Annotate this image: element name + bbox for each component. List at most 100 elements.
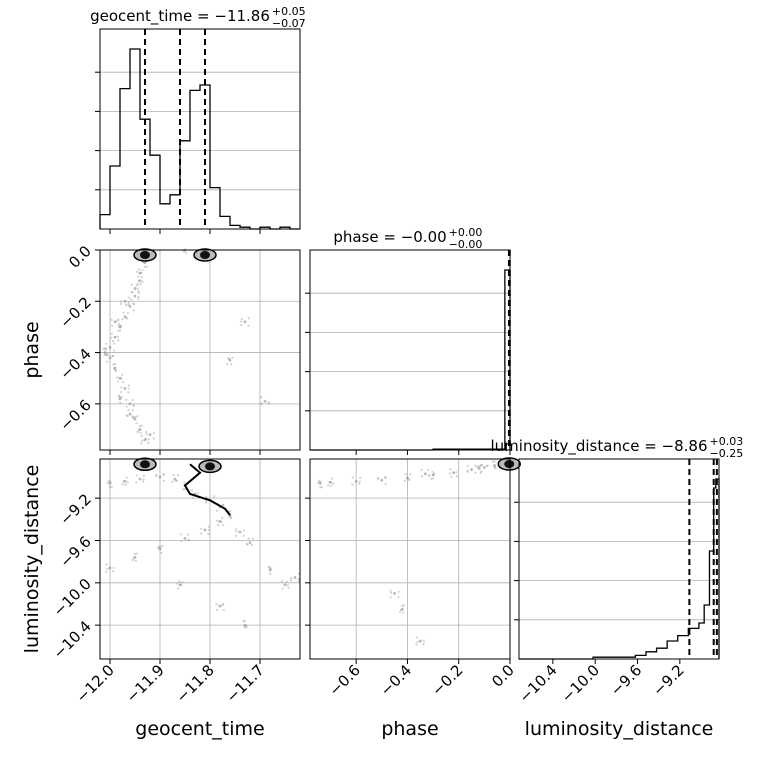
sample-point-geocent_time-luminosity_distance-23-2 [177,588,179,590]
sample-point-geocent_time-luminosity_distance-8-3 [222,504,224,506]
sample-point-geocent_time-phase-16-1 [153,437,155,439]
sample-point-geocent_time-phase-20-4 [128,302,130,304]
xtick-label-phase-3: 0.0 [488,661,518,691]
sample-point-phase-luminosity_distance-8-3 [487,465,489,467]
sample-point-geocent_time-phase-3-4 [133,303,135,305]
sample-point-phase-luminosity_distance-2-2 [359,481,361,483]
sample-point-geocent_time-phase-16-2 [145,431,147,433]
sample-point-phase-luminosity_distance-3-2 [385,483,387,485]
sample-point-geocent_time-phase-4-2 [126,317,128,319]
sample-point-geocent_time-phase-5-3 [119,329,121,331]
sample-point-geocent_time-luminosity_distance-20-3 [290,579,292,581]
sample-point-geocent_time-phase-26-4 [226,363,228,365]
sample-point-phase-luminosity_distance-2-1 [351,483,353,485]
sample-point-phase-luminosity_distance-2-3 [352,476,354,478]
sample-point-phase-luminosity_distance-14-0 [399,611,401,613]
sample-point-geocent_time-luminosity_distance-22-4 [246,625,248,627]
ytick-label-phase-0: −0.6 [56,396,94,434]
sample-point-geocent_time-phase-26-2 [227,357,229,359]
sample-point-phase-luminosity_distance-15-3 [422,643,424,645]
sample-point-geocent_time-phase-11 [124,387,127,390]
ytick-label-luminosity_distance-2: −9.6 [56,533,94,571]
sample-point-geocent_time-luminosity_distance-10-2 [221,517,223,519]
sample-point-geocent_time-luminosity_distance-23-0 [176,583,178,585]
sample-point-geocent_time-luminosity_distance-16 [239,531,242,534]
sample-point-geocent_time-phase-9-4 [112,363,114,365]
ytick-label-phase-1: −0.4 [56,345,94,383]
sample-point-geocent_time-luminosity_distance-6-3 [197,492,199,494]
sample-point-geocent_time-phase-17-4 [126,414,128,416]
sample-point-geocent_time-luminosity_distance-2-0 [143,475,145,477]
sample-point-phase-luminosity_distance-12-0 [427,469,429,471]
sample-point-geocent_time-luminosity_distance-15-1 [113,567,115,569]
sample-point-geocent_time-phase-2-2 [138,296,140,298]
sample-point-phase-luminosity_distance-16-3 [398,591,400,593]
sample-point-geocent_time-phase-7 [109,346,112,349]
xaxis-label-luminosity_distance: luminosity_distance [525,718,714,740]
panel-frame-phase [310,250,510,450]
sample-point-geocent_time-luminosity_distance-21-4 [223,609,225,611]
sample-point-geocent_time-phase-6-0 [110,337,112,339]
sample-point-geocent_time-luminosity_distance-14-2 [133,557,135,559]
sample-point-geocent_time-luminosity_distance-22-3 [242,620,244,622]
sample-point-phase-luminosity_distance-16 [393,592,396,595]
sample-point-geocent_time-luminosity_distance-17-3 [252,538,254,540]
sample-point-geocent_time-phase-15-0 [140,442,142,444]
sample-point-phase-luminosity_distance-7-1 [474,472,476,474]
title-minus-geocent_time: −0.07 [272,17,306,30]
sample-point-phase-luminosity_distance-15-4 [416,641,418,643]
sample-point-geocent_time-luminosity_distance-13-2 [160,552,162,554]
sample-point-geocent_time-luminosity_distance-19-4 [286,581,288,583]
sample-point-geocent_time-luminosity_distance-16-4 [235,535,237,537]
sample-point-phase-luminosity_distance-9-2 [493,465,495,467]
sample-point-geocent_time-phase-4-1 [122,312,124,314]
sample-point-geocent_time-phase-13-4 [136,415,138,417]
sample-point-geocent_time-luminosity_distance-19-3 [282,587,284,589]
sample-point-geocent_time-phase-17-0 [127,409,129,411]
sample-point-geocent_time-luminosity_distance-2-4 [142,481,144,483]
sample-point-phase-luminosity_distance-16-1 [397,596,399,598]
sample-point-phase-luminosity_distance-3 [380,479,383,482]
sample-point-geocent_time-luminosity_distance-18-2 [269,573,271,575]
sample-point-geocent_time-luminosity_distance-19-1 [281,580,283,582]
xtick-label-phase-1: −0.4 [377,661,415,699]
panel-title-phase: phase = −0.00 [333,228,446,246]
sample-point-geocent_time-phase-1-2 [141,276,143,278]
sample-point-geocent_time-luminosity_distance-19-2 [287,584,289,586]
sample-point-phase-luminosity_distance-0-4 [317,482,319,484]
xtick-label-phase-0: −0.6 [325,661,363,699]
frames-layer [95,29,719,664]
sample-point-geocent_time-phase-20-1 [120,301,122,303]
panel-title-geocent_time: geocent_time = −11.86 [90,7,270,26]
sample-point-geocent_time-phase-8-3 [112,355,114,357]
sample-point-phase-luminosity_distance-0-3 [321,486,323,488]
sample-point-geocent_time-phase-11-1 [120,391,122,393]
sample-point-geocent_time-phase-24-1 [248,317,250,319]
sample-point-geocent_time-luminosity_distance-16-0 [235,530,237,532]
sample-point-phase-luminosity_distance-9-3 [495,467,497,469]
sample-point-phase-luminosity_distance-14-2 [400,609,402,611]
sample-point-phase-luminosity_distance-1-1 [327,484,329,486]
xtick-label-luminosity_distance-0: −10.4 [515,661,560,706]
sample-point-geocent_time-phase-23-3 [140,272,142,274]
sample-point-geocent_time-phase-19-4 [136,284,138,286]
sample-point-geocent_time-phase-23-1 [141,269,143,271]
sample-point-geocent_time-luminosity_distance-19 [284,584,287,587]
sample-point-geocent_time-luminosity_distance-21-3 [215,603,217,605]
sample-point-phase-luminosity_distance-16-4 [390,596,392,598]
yaxis-label-phase: phase [21,321,43,378]
sample-point-geocent_time-phase-16-3 [153,432,155,434]
sample-point-geocent_time-phase-19-3 [132,291,134,293]
contour-core-geocent_time-phase-0 [140,251,150,259]
sample-point-geocent_time-luminosity_distance-11-2 [208,526,210,528]
sample-point-phase-luminosity_distance-9-4 [492,461,494,463]
sample-point-geocent_time-luminosity_distance-23-1 [181,581,183,583]
sample-point-geocent_time-phase-1-0 [142,281,144,283]
sample-point-geocent_time-luminosity_distance-4-1 [172,474,174,476]
sample-point-phase-luminosity_distance-6-1 [456,475,458,477]
sample-point-phase-luminosity_distance-13-2 [480,471,482,473]
sample-point-geocent_time-luminosity_distance-12-4 [188,539,190,541]
sample-point-geocent_time-phase-2-4 [137,298,139,300]
sample-point-geocent_time-phase-10-1 [116,376,118,378]
sample-point-geocent_time-luminosity_distance-10-4 [220,521,222,523]
